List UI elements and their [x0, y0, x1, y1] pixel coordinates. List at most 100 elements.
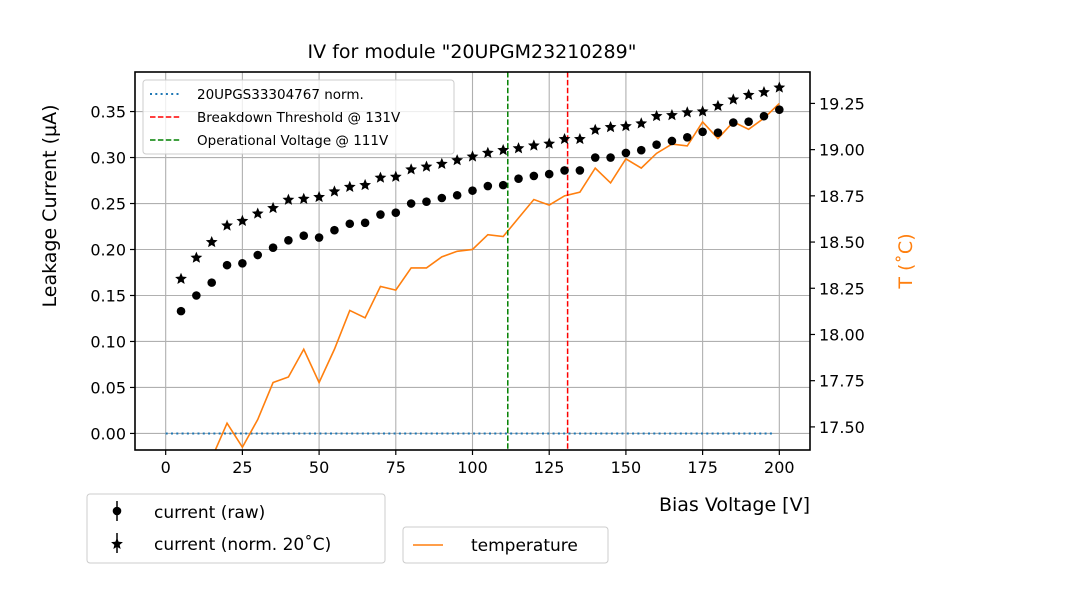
chart-title: IV for module "20UPGM23210289"	[308, 41, 637, 63]
legend-label: current (norm. 20˚C)	[154, 534, 331, 555]
raw-current-point	[422, 197, 431, 206]
norm-current-point	[328, 185, 341, 197]
norm-current-point	[681, 106, 694, 118]
norm-current-point	[512, 142, 525, 154]
norm-current-point	[573, 132, 586, 145]
y2-axis-label: T (˚C)	[895, 233, 917, 289]
plot-area	[165, 72, 786, 450]
norm-current-point	[405, 163, 418, 175]
legend-label: Breakdown Threshold @ 131V	[197, 110, 401, 126]
raw-current-point	[483, 181, 493, 191]
norm-current-point	[221, 219, 233, 231]
x-tick-label: 25	[232, 458, 252, 477]
legend-entry-reference: 20UPGS33304767 norm.	[150, 87, 364, 103]
raw-current-point	[514, 174, 523, 183]
raw-current-point	[391, 208, 401, 218]
raw-current-point	[744, 117, 753, 126]
raw-current-point	[590, 153, 600, 162]
norm-current-point	[696, 105, 709, 117]
raw-current-point	[621, 148, 631, 158]
x-tick-label: 0	[161, 458, 171, 477]
y2-tick-label: 18.50	[819, 233, 865, 252]
x-tick-label: 50	[309, 458, 329, 477]
norm-current-point	[205, 235, 218, 248]
raw-current-point	[682, 132, 692, 142]
raw-current-point	[636, 145, 646, 155]
raw-current-point	[437, 193, 447, 203]
legend-lines: 20UPGS33304767 norm. Breakdown Threshold…	[142, 79, 455, 155]
raw-current-point	[468, 186, 477, 195]
norm-current-point	[374, 171, 387, 183]
y-tick-label: 0.35	[90, 103, 126, 122]
raw-current-point	[238, 258, 247, 268]
y2-tick-label: 19.00	[819, 141, 865, 160]
raw-current-point	[452, 190, 462, 200]
norm-current-point	[650, 109, 663, 122]
norm-current-point	[727, 93, 740, 105]
norm-current-point	[420, 160, 433, 172]
x-tick-label: 75	[386, 458, 406, 477]
norm-current-point	[359, 178, 372, 191]
x-axis: 0 25 50 75 100 125 150 175 200	[161, 450, 795, 477]
norm-current-point	[190, 251, 203, 263]
norm-current-point	[712, 99, 724, 112]
raw-current-point	[253, 250, 263, 260]
legend-entry-breakdown: Breakdown Threshold @ 131V	[150, 110, 401, 126]
raw-current-point	[698, 127, 707, 137]
y2-tick-label: 18.75	[819, 187, 865, 206]
norm-current-point	[389, 170, 402, 182]
raw-current-point	[268, 243, 278, 252]
x-tick-label: 100	[457, 458, 488, 477]
norm-current-point	[666, 109, 678, 121]
raw-current-point	[560, 166, 569, 175]
x-tick-label: 150	[611, 458, 642, 477]
y2-tick-label: 18.25	[819, 279, 865, 298]
norm-current-point	[558, 132, 571, 145]
x-tick-label: 175	[687, 458, 718, 477]
raw-current-point	[575, 166, 585, 175]
y-tick-label: 0.30	[90, 149, 126, 168]
raw-current-point	[498, 180, 508, 190]
norm-current-point	[543, 137, 556, 149]
legend-entry-norm: current (norm. 20˚C)	[111, 533, 331, 555]
norm-current-point	[604, 120, 617, 133]
raw-current-point	[314, 233, 324, 242]
legend-label: 20UPGS33304767 norm.	[197, 87, 364, 103]
raw-current-point	[759, 111, 769, 121]
legend-label: Operational Voltage @ 111V	[197, 133, 389, 149]
y-tick-label: 0.15	[90, 286, 126, 305]
y2-tick-label: 17.75	[819, 372, 865, 391]
star-marker-icon	[111, 537, 123, 550]
legend-label: temperature	[471, 536, 578, 556]
norm-current-point	[435, 157, 448, 169]
y-tick-label: 0.10	[90, 332, 126, 351]
legend-entry-operational: Operational Voltage @ 111V	[150, 133, 389, 149]
norm-current-point	[497, 143, 510, 156]
raw-current-point	[222, 260, 232, 270]
norm-current-point	[343, 180, 356, 192]
raw-current-point	[207, 278, 217, 287]
raw-current-point	[299, 231, 309, 241]
raw-current-point	[652, 140, 661, 149]
norm-current-point	[282, 193, 295, 205]
y-axis-left: 0.00 0.05 0.10 0.15 0.20 0.25 0.30 0.35	[90, 103, 135, 443]
y-axis-right: 17.50 17.75 18.00 18.25 18.50 18.75 19.00 19.25	[810, 94, 865, 437]
y-tick-label: 0.05	[90, 378, 126, 397]
norm-current-point	[773, 81, 786, 93]
raw-current-point	[775, 105, 784, 115]
legend-temperature: temperature	[402, 526, 609, 564]
norm-current-point	[635, 117, 648, 129]
raw-current-point	[728, 118, 738, 127]
legend-current: current (raw) current (norm. 20˚C)	[86, 493, 386, 564]
legend-label: current (raw)	[154, 503, 265, 523]
dot-marker-icon	[112, 506, 122, 516]
norm-current-point	[267, 201, 279, 214]
raw-current-point	[406, 199, 416, 208]
y-tick-label: 0.20	[90, 241, 126, 260]
raw-current-point	[376, 210, 385, 219]
norm-current-point	[175, 272, 187, 284]
norm-current-point	[527, 139, 540, 151]
y-axis-label: Leakage Current (µA)	[39, 105, 61, 308]
raw-current-point	[345, 219, 355, 229]
